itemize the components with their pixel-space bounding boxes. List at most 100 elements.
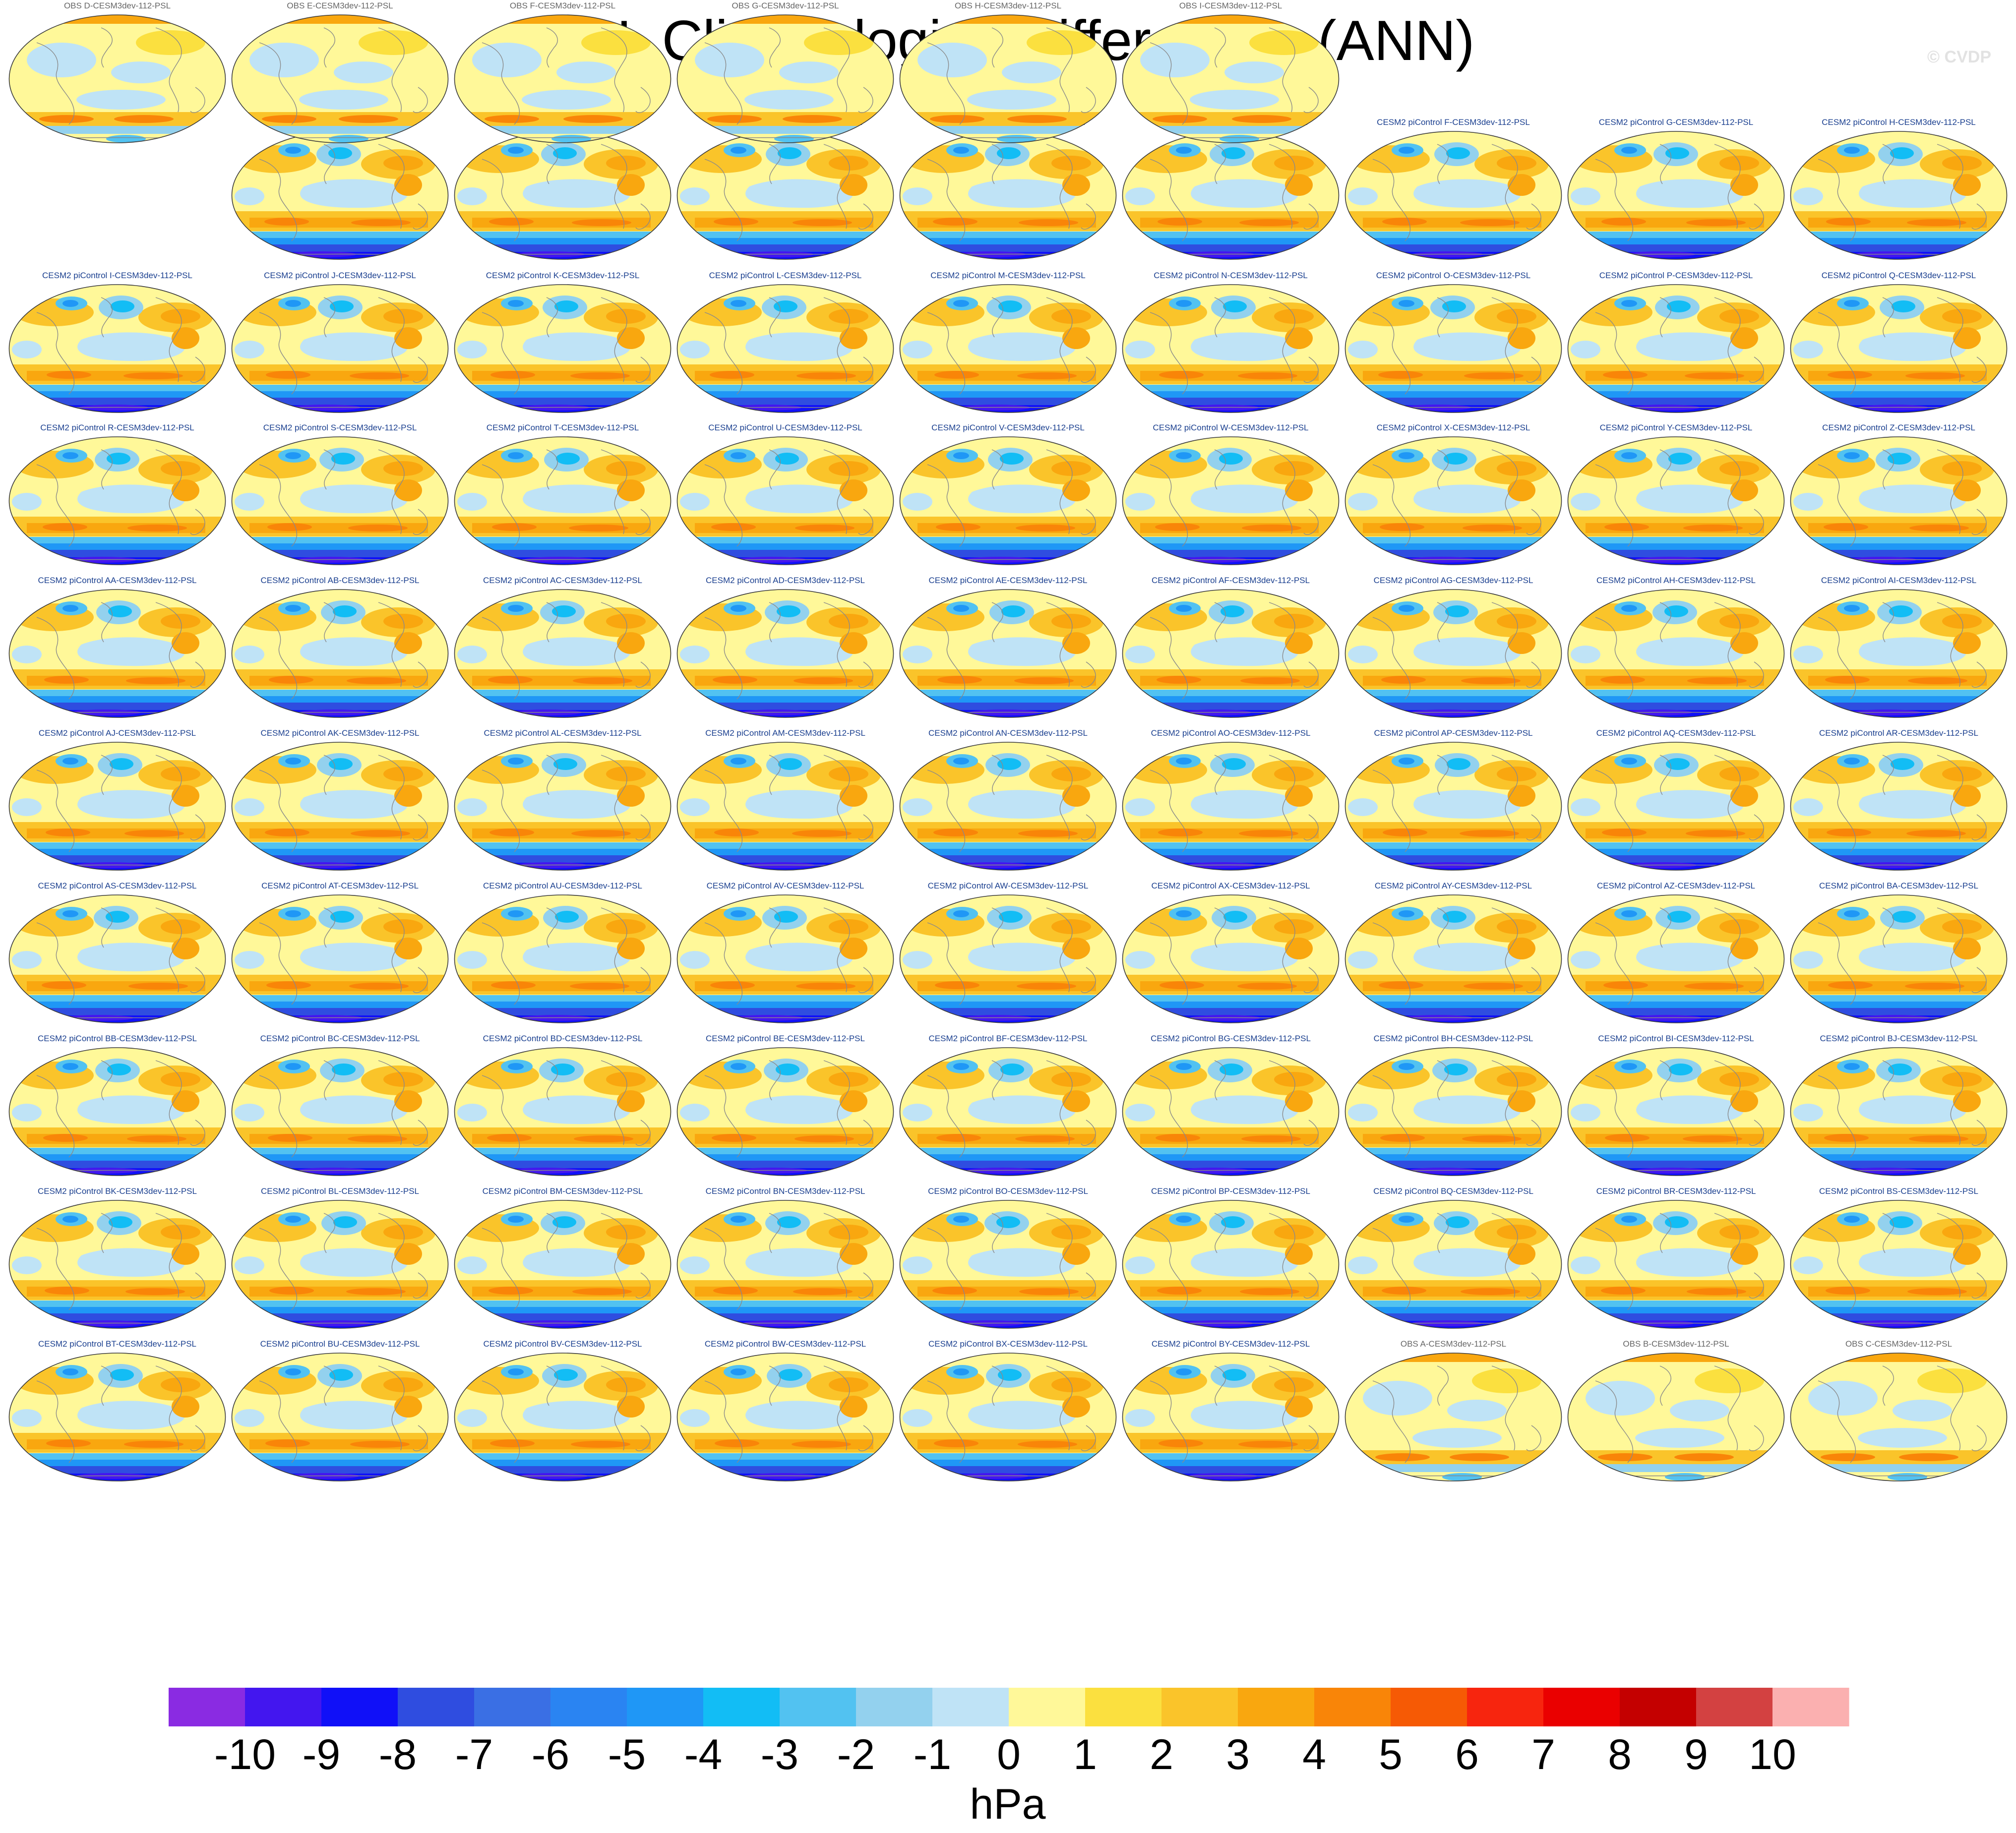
panel-title: CESM2 piControl AL-CESM3dev-112-PSL: [484, 728, 642, 738]
panel-title: OBS B-CESM3dev-112-PSL: [1623, 1339, 1729, 1349]
colorbar-swatch: [398, 1688, 475, 1726]
global-map: [8, 284, 226, 413]
map-panel: CESM2 piControl BA-CESM3dev-112-PSL: [1788, 880, 2009, 1025]
panel-title: CESM2 piControl AG-CESM3dev-112-PSL: [1373, 576, 1533, 585]
map-panel: OBS F-CESM3dev-112-PSL: [452, 0, 673, 145]
panel-title: CESM2 piControl AS-CESM3dev-112-PSL: [38, 881, 197, 890]
global-map: [454, 894, 672, 1023]
colorbar-unit-label: hPa: [970, 1780, 1045, 1828]
map-field: [232, 1353, 448, 1481]
map-panel: CESM2 piControl BR-CESM3dev-112-PSL: [1566, 1185, 1786, 1330]
panel-title: CESM2 piControl Y-CESM3dev-112-PSL: [1599, 423, 1753, 432]
colorbar-tick-label: -5: [608, 1731, 646, 1778]
colorbar-tick-label: 4: [1302, 1731, 1326, 1778]
colorbar-tick-label: 5: [1379, 1731, 1403, 1778]
map-panel: CESM2 piControl P-CESM3dev-112-PSL: [1566, 270, 1786, 414]
map-panel: OBS G-CESM3dev-112-PSL: [675, 0, 896, 145]
map-panel: OBS C-CESM3dev-112-PSL: [1788, 1338, 2009, 1483]
panel-title: OBS H-CESM3dev-112-PSL: [954, 1, 1062, 10]
global-map: [231, 131, 449, 260]
map-field: [1345, 437, 1562, 565]
map-panel: CESM2 piControl AW-CESM3dev-112-PSL: [898, 880, 1118, 1025]
global-map: [1790, 1353, 2008, 1481]
global-map: [1344, 1200, 1562, 1329]
map-field: [232, 285, 448, 413]
map-panel: CESM2 piControl AZ-CESM3dev-112-PSL: [1566, 880, 1786, 1025]
panel-title: OBS C-CESM3dev-112-PSL: [1845, 1339, 1953, 1349]
colorbar-swatch: [1467, 1688, 1544, 1726]
colorbar-tick-label: 0: [997, 1731, 1021, 1778]
global-map: [1567, 1200, 1785, 1329]
global-map: [676, 131, 894, 260]
map-field: [1568, 1353, 1784, 1481]
global-map: [1567, 1353, 1785, 1481]
global-map: [1344, 589, 1562, 718]
map-panel: CESM2 piControl H-CESM3dev-112-PSL: [1788, 117, 2009, 261]
map-panel: CESM2 piControl AQ-CESM3dev-112-PSL: [1566, 727, 1786, 872]
panel-title: CESM2 piControl AX-CESM3dev-112-PSL: [1151, 881, 1310, 890]
panel-title: CESM2 piControl H-CESM3dev-112-PSL: [1822, 118, 1976, 127]
map-panel: CESM2 piControl BW-CESM3dev-112-PSL: [675, 1338, 896, 1483]
colorbar-swatch: [1696, 1688, 1773, 1726]
map-panel: CESM2 piControl BY-CESM3dev-112-PSL: [1120, 1338, 1341, 1483]
map-panel: CESM2 piControl BO-CESM3dev-112-PSL: [898, 1185, 1118, 1330]
map-field: [1568, 895, 1784, 1023]
map-panel: CESM2 piControl BI-CESM3dev-112-PSL: [1566, 1033, 1786, 1178]
map-panel: CESM2 piControl BJ-CESM3dev-112-PSL: [1788, 1033, 2009, 1178]
map-field: [454, 895, 671, 1023]
map-panel: CESM2 piControl BK-CESM3dev-112-PSL: [7, 1185, 228, 1330]
panel-title: CESM2 piControl AJ-CESM3dev-112-PSL: [38, 728, 196, 738]
map-field: [1568, 1048, 1784, 1176]
panel-title: CESM2 piControl I-CESM3dev-112-PSL: [42, 271, 192, 280]
map-panel: CESM2 piControl AM-CESM3dev-112-PSL: [675, 727, 896, 872]
map-panel: CESM2 piControl AF-CESM3dev-112-PSL: [1120, 575, 1341, 719]
colorbar-swatch: [932, 1688, 1009, 1726]
colorbar-swatch: [1161, 1688, 1238, 1726]
panel-title: CESM2 piControl O-CESM3dev-112-PSL: [1376, 271, 1531, 280]
panel-title: CESM2 piControl AE-CESM3dev-112-PSL: [928, 576, 1088, 585]
map-panel: CESM2 piControl BT-CESM3dev-112-PSL: [7, 1338, 228, 1483]
map-field: [677, 590, 894, 717]
global-map: [231, 284, 449, 413]
map-panel: CESM2 piControl L-CESM3dev-112-PSL: [675, 270, 896, 414]
map-field: [9, 15, 226, 143]
panel-title: OBS A-CESM3dev-112-PSL: [1400, 1339, 1507, 1349]
panel-title: CESM2 piControl AC-CESM3dev-112-PSL: [483, 576, 642, 585]
map-panel: CESM2 piControl BQ-CESM3dev-112-PSL: [1343, 1185, 1564, 1330]
map-panel: CESM2 piControl BU-CESM3dev-112-PSL: [230, 1338, 450, 1483]
colorbar-tick-label: 7: [1531, 1731, 1555, 1778]
colorbar-swatch: [1772, 1688, 1849, 1726]
panel-title: CESM2 piControl AP-CESM3dev-112-PSL: [1374, 728, 1533, 738]
map-field: [677, 1353, 894, 1481]
global-map: [1790, 284, 2008, 413]
map-field: [1122, 1200, 1339, 1328]
panel-title: OBS F-CESM3dev-112-PSL: [509, 1, 616, 10]
colorbar-swatch: [550, 1688, 627, 1726]
map-field: [677, 15, 894, 143]
panel-title: CESM2 piControl V-CESM3dev-112-PSL: [931, 423, 1085, 432]
map-field: [1345, 1200, 1562, 1328]
global-map: [231, 436, 449, 565]
panel-title: CESM2 piControl AH-CESM3dev-112-PSL: [1596, 576, 1756, 585]
global-map: [1567, 589, 1785, 718]
map-field: [900, 15, 1116, 143]
panel-title: CESM2 piControl BF-CESM3dev-112-PSL: [928, 1034, 1088, 1043]
colorbar-tick-label: -8: [379, 1731, 417, 1778]
panel-title: CESM2 piControl BN-CESM3dev-112-PSL: [705, 1186, 865, 1196]
colorbar-swatch: [169, 1688, 245, 1726]
panel-title: CESM2 piControl AT-CESM3dev-112-PSL: [261, 881, 419, 890]
global-map: [1344, 284, 1562, 413]
map-panel: CESM2 piControl AA-CESM3dev-112-PSL: [7, 575, 228, 719]
map-field: [9, 1048, 226, 1176]
global-map: [676, 1353, 894, 1481]
map-panel: CESM2 piControl AE-CESM3dev-112-PSL: [898, 575, 1118, 719]
colorbar-tick-label: -6: [532, 1731, 569, 1778]
global-map: [676, 14, 894, 143]
global-map: [454, 14, 672, 143]
map-field: [1122, 131, 1339, 259]
colorbar-tick-label: 1: [1073, 1731, 1097, 1778]
global-map: [899, 436, 1117, 565]
map-panel: CESM2 piControl AP-CESM3dev-112-PSL: [1343, 727, 1564, 872]
map-panel: CESM2 piControl Y-CESM3dev-112-PSL: [1566, 422, 1786, 567]
